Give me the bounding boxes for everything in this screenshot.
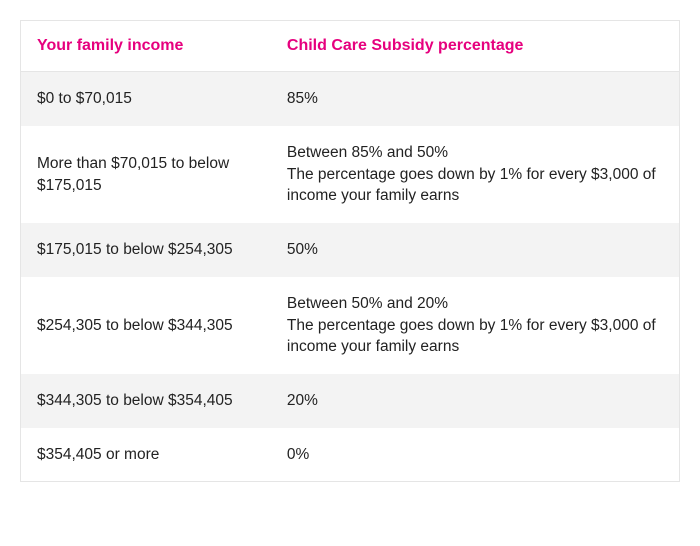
cell-subsidy: Between 85% and 50% The percentage goes … bbox=[271, 126, 680, 223]
subsidy-line: 0% bbox=[287, 444, 663, 466]
table-row: $344,305 to below $354,405 20% bbox=[21, 374, 680, 428]
cell-income: $175,015 to below $254,305 bbox=[21, 223, 271, 277]
table-row: $0 to $70,015 85% bbox=[21, 72, 680, 126]
table-header-row: Your family income Child Care Subsidy pe… bbox=[21, 21, 680, 72]
subsidy-line: Between 50% and 20% bbox=[287, 293, 663, 315]
cell-income: $254,305 to below $344,305 bbox=[21, 277, 271, 374]
subsidy-line: 85% bbox=[287, 88, 663, 110]
subsidy-line: 50% bbox=[287, 239, 663, 261]
header-subsidy: Child Care Subsidy percentage bbox=[271, 21, 680, 72]
subsidy-table: Your family income Child Care Subsidy pe… bbox=[20, 20, 680, 482]
subsidy-line: Between 85% and 50% bbox=[287, 142, 663, 164]
table-row: $175,015 to below $254,305 50% bbox=[21, 223, 680, 277]
cell-income: $354,405 or more bbox=[21, 428, 271, 482]
cell-subsidy: 20% bbox=[271, 374, 680, 428]
subsidy-line: 20% bbox=[287, 390, 663, 412]
subsidy-line: The percentage goes down by 1% for every… bbox=[287, 164, 663, 207]
cell-subsidy: 50% bbox=[271, 223, 680, 277]
cell-income: $0 to $70,015 bbox=[21, 72, 271, 126]
cell-subsidy: 85% bbox=[271, 72, 680, 126]
table-row: More than $70,015 to below $175,015 Betw… bbox=[21, 126, 680, 223]
cell-subsidy: 0% bbox=[271, 428, 680, 482]
table-row: $254,305 to below $344,305 Between 50% a… bbox=[21, 277, 680, 374]
subsidy-line: The percentage goes down by 1% for every… bbox=[287, 315, 663, 358]
cell-income: $344,305 to below $354,405 bbox=[21, 374, 271, 428]
table-row: $354,405 or more 0% bbox=[21, 428, 680, 482]
cell-income: More than $70,015 to below $175,015 bbox=[21, 126, 271, 223]
cell-subsidy: Between 50% and 20% The percentage goes … bbox=[271, 277, 680, 374]
header-income: Your family income bbox=[21, 21, 271, 72]
